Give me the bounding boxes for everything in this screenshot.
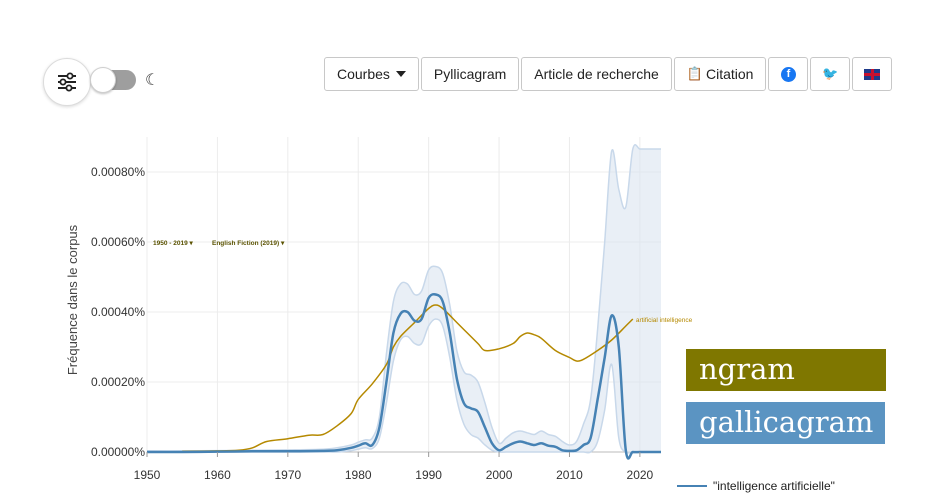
x-tick-label: 1960 [204, 468, 231, 482]
courbes-dropdown-button[interactable]: Courbes [324, 57, 419, 91]
facebook-icon: f [780, 66, 796, 82]
y-axis-label: Fréquence dans le corpus [65, 224, 80, 375]
facebook-share-button[interactable]: f [768, 57, 809, 91]
ngram-corpus-label: English Fiction (2019) ▾ [212, 240, 285, 247]
clipboard-icon: 📋 [686, 66, 703, 82]
citation-label: Citation [705, 66, 754, 82]
y-tick-label: 0.00080% [91, 165, 145, 179]
moon-icon: ☾ [145, 70, 160, 89]
y-tick-label: 0.00020% [91, 375, 145, 389]
x-axis-ticks: 1950 1960 1970 1980 1990 2000 2010 2020 [134, 452, 654, 482]
y-axis-ticks: 0.00000% 0.00020% 0.00040% 0.00060% 0.00080% [91, 165, 145, 459]
ngram-badge-label: ngram [699, 352, 795, 386]
article-button[interactable]: Article de recherche [521, 57, 672, 91]
ngram-series-label: artificial intelligence [636, 317, 693, 324]
confidence-band [146, 143, 661, 454]
settings-button[interactable] [43, 58, 91, 106]
caret-down-icon [395, 71, 406, 77]
ngram-annotations: 1950 - 2019 ▾ English Fiction (2019) ▾ art… [153, 240, 693, 324]
band-upper-edge [146, 143, 661, 452]
series-lines [146, 292, 661, 460]
x-tick-label: 2020 [627, 468, 654, 482]
x-tick-label: 2000 [486, 468, 513, 482]
dark-mode-toggle[interactable] [90, 67, 136, 93]
courbes-label: Courbes [337, 66, 390, 82]
legend[interactable]: "intelligence artificielle" [677, 479, 835, 493]
pyllicagram-label: Pyllicagram [433, 66, 507, 82]
pyllicagram-button[interactable]: Pyllicagram [420, 57, 520, 91]
series-line-intelligence-artificielle [146, 292, 661, 460]
x-tick-label: 1990 [415, 468, 442, 482]
legend-entry: "intelligence artificielle" [713, 479, 835, 493]
citation-button[interactable]: 📋 Citation [673, 57, 767, 91]
x-tick-label: 1970 [274, 468, 301, 482]
x-tick-label: 2010 [556, 468, 583, 482]
language-button[interactable] [852, 57, 893, 91]
gallicagram-badge[interactable]: gallicagram [686, 402, 885, 444]
toolbar: Courbes Pyllicagram Article de recherche… [324, 57, 894, 91]
x-tick-label: 1950 [134, 468, 161, 482]
gallicagram-badge-label: gallicagram [699, 405, 874, 439]
sliders-icon [58, 72, 76, 92]
article-label: Article de recherche [534, 66, 659, 82]
twitter-share-button[interactable]: 🐦 [810, 57, 851, 91]
band-area [147, 144, 661, 454]
uk-flag-icon [864, 68, 881, 80]
ngram-badge[interactable]: ngram [686, 349, 886, 391]
y-tick-label: 0.00060% [91, 235, 145, 249]
toggle-knob [90, 67, 116, 93]
x-tick-label: 1980 [345, 468, 372, 482]
y-tick-label: 0.00040% [91, 305, 145, 319]
band-lower-edge [147, 318, 661, 454]
series-line-artificial-intelligence [182, 304, 634, 453]
grid [146, 137, 661, 453]
legend-swatch [677, 485, 707, 487]
y-tick-label: 0.00000% [91, 445, 145, 459]
ngram-date-range-label: 1950 - 2019 ▾ [153, 240, 194, 247]
twitter-icon: 🐦 [822, 66, 839, 82]
